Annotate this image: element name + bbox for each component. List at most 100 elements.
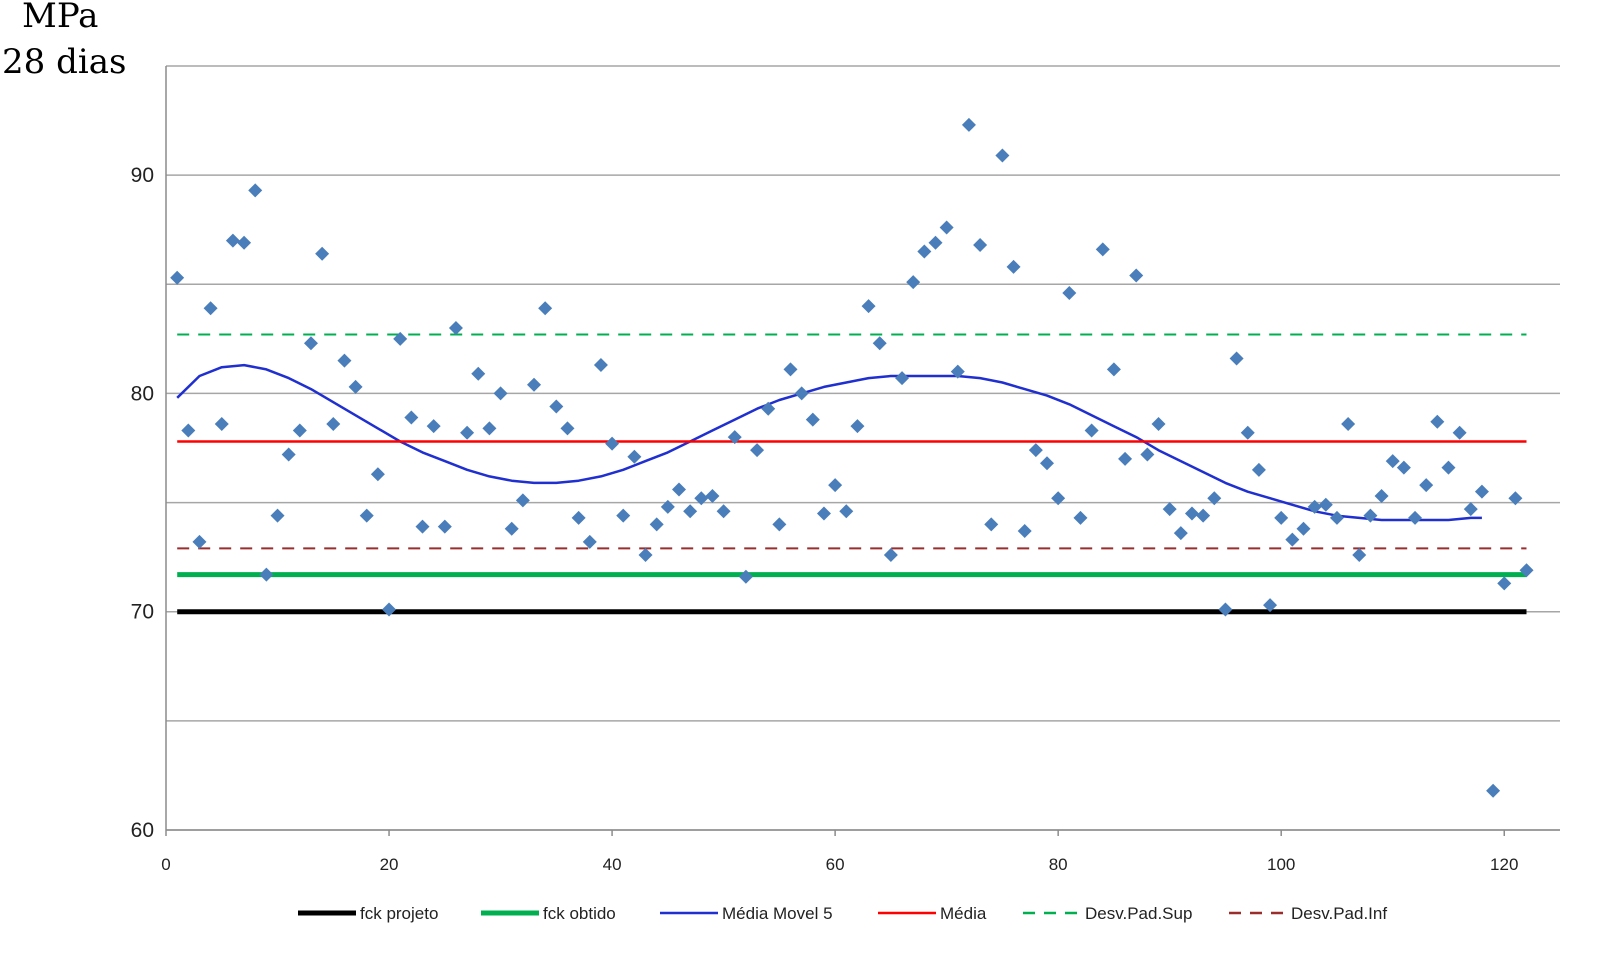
data-point: [326, 416, 341, 431]
data-point: [1419, 478, 1434, 493]
data-point: [1084, 423, 1099, 438]
data-point: [1073, 510, 1088, 525]
data-point: [683, 504, 698, 519]
data-point: [270, 508, 285, 523]
data-point: [359, 508, 374, 523]
data-point: [950, 364, 965, 379]
data-point: [750, 443, 765, 458]
data-point: [582, 534, 597, 549]
data-point: [292, 423, 307, 438]
y-tick-label: 70: [131, 601, 154, 624]
data-point: [1274, 510, 1289, 525]
data-point: [1028, 443, 1043, 458]
data-point: [638, 547, 653, 562]
data-point: [828, 478, 843, 493]
data-point: [861, 299, 876, 314]
data-point: [214, 416, 229, 431]
data-point: [816, 506, 831, 521]
data-point: [1218, 602, 1233, 617]
x-tick-label: 80: [1049, 855, 1068, 874]
gridlines: [166, 65, 1560, 831]
data-point: [1341, 416, 1356, 431]
y-tick-label: 80: [131, 382, 154, 405]
data-point: [839, 504, 854, 519]
data-point: [906, 275, 921, 290]
data-point: [694, 491, 709, 506]
data-point: [783, 362, 798, 377]
data-point: [370, 467, 385, 482]
data-point: [671, 482, 686, 497]
data-point: [248, 183, 263, 198]
data-point: [170, 270, 185, 285]
data-point: [917, 244, 932, 259]
data-point: [895, 371, 910, 386]
data-point: [1430, 414, 1445, 429]
x-tick-label: 120: [1490, 855, 1518, 874]
data-point: [181, 423, 196, 438]
x-tick-label: 20: [380, 855, 399, 874]
data-point: [627, 449, 642, 464]
data-point: [872, 336, 887, 351]
data-point: [426, 419, 441, 434]
data-point: [1352, 547, 1367, 562]
legend-label: Média: [940, 904, 987, 923]
y-tick-label: 60: [131, 819, 154, 842]
data-point: [560, 421, 575, 436]
data-point: [237, 235, 252, 250]
axes: [165, 66, 1560, 836]
data-point: [1486, 783, 1501, 798]
data-point: [549, 399, 564, 414]
data-point: [303, 336, 318, 351]
data-point: [1307, 499, 1322, 514]
y-tick-label: 90: [131, 164, 154, 187]
data-point: [727, 430, 742, 445]
data-point: [1251, 462, 1266, 477]
data-point: [1263, 598, 1278, 613]
data-point: [527, 377, 542, 392]
data-point: [1497, 576, 1512, 591]
data-point: [538, 301, 553, 316]
data-point: [1396, 460, 1411, 475]
data-point: [1184, 506, 1199, 521]
data-point: [995, 148, 1010, 163]
data-point: [281, 447, 296, 462]
data-point: [504, 521, 519, 536]
data-point: [315, 246, 330, 261]
data-point: [393, 331, 408, 346]
data-point: [348, 379, 363, 394]
data-point: [593, 358, 608, 373]
data-point: [1040, 456, 1055, 471]
data-point: [571, 510, 586, 525]
data-point: [961, 117, 976, 132]
x-tick-label: 60: [826, 855, 845, 874]
data-point: [1408, 510, 1423, 525]
y-axis-label-age: 28 dias: [2, 42, 127, 82]
x-tick-label: 0: [161, 855, 170, 874]
data-point: [1151, 416, 1166, 431]
data-point: [382, 602, 397, 617]
legend-label: fck projeto: [360, 904, 438, 923]
y-axis-label-unit: MPa: [22, 0, 99, 36]
data-point: [705, 489, 720, 504]
data-point: [1140, 447, 1155, 462]
data-point: [649, 517, 664, 532]
data-point: [716, 504, 731, 519]
data-point: [973, 237, 988, 252]
data-point: [605, 436, 620, 451]
legend-label: Média Movel 5: [722, 904, 833, 923]
data-point: [1318, 497, 1333, 512]
data-point: [1017, 523, 1032, 538]
data-point: [772, 517, 787, 532]
data-point: [1051, 491, 1066, 506]
data-point: [1441, 460, 1456, 475]
data-point: [1329, 510, 1344, 525]
data-point: [1285, 532, 1300, 547]
x-tick-label: 40: [603, 855, 622, 874]
data-point: [1452, 425, 1467, 440]
series-line-m-dia-movel-5: [176, 363, 1482, 522]
data-point: [794, 386, 809, 401]
data-point: [1508, 491, 1523, 506]
data-point: [1207, 491, 1222, 506]
data-point: [850, 419, 865, 434]
